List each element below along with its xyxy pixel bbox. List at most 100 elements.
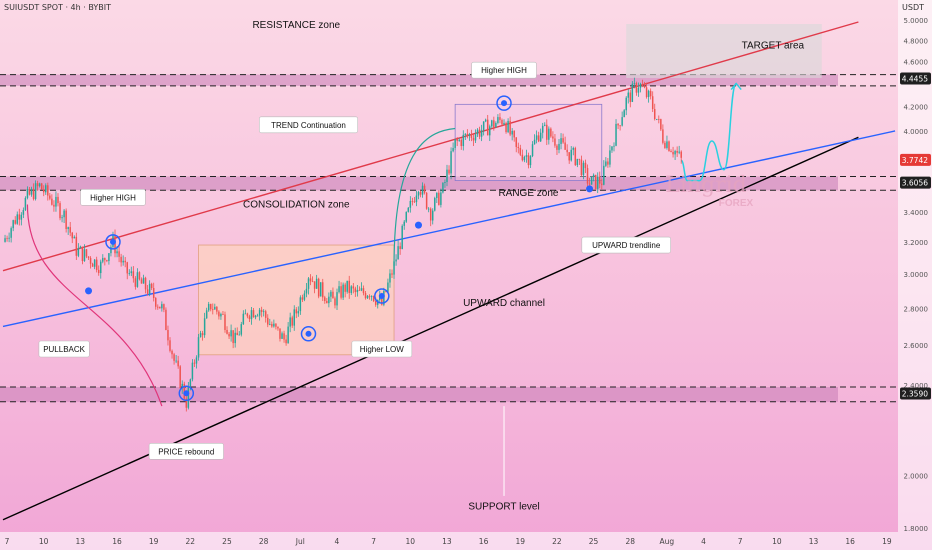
candle-body	[515, 137, 517, 147]
candle-body	[140, 279, 143, 284]
candle-body	[328, 296, 330, 304]
candle-body	[319, 282, 322, 297]
higher-low-jul8-ring	[374, 288, 390, 304]
candle-body	[250, 310, 253, 320]
x-tick-label: 7	[5, 537, 10, 546]
candle-body	[405, 211, 408, 222]
candle-body	[486, 119, 489, 136]
candle-body	[482, 121, 485, 131]
x-tick-label: 4	[701, 537, 706, 546]
x-tick-label: 13	[442, 537, 452, 546]
annotation-pullback: PULLBACK	[43, 345, 85, 354]
target-area	[626, 23, 822, 78]
candle-body	[201, 333, 204, 336]
candle-body	[533, 139, 536, 145]
candle-body	[177, 360, 179, 367]
candle-body	[163, 304, 165, 310]
candle-body	[385, 290, 387, 292]
candle-body	[207, 303, 210, 311]
pullback-arrow	[26, 204, 163, 407]
candle-body	[47, 185, 49, 196]
candle-body	[578, 158, 581, 160]
candle-body	[262, 311, 265, 313]
candle-body	[203, 318, 206, 336]
candle-body	[311, 281, 314, 283]
candle-body	[130, 271, 133, 274]
candle-body	[662, 129, 664, 143]
candle-body	[440, 192, 442, 205]
candle-body	[42, 189, 45, 193]
x-tick-label: 13	[809, 537, 819, 546]
x-tick-label: 28	[259, 537, 269, 546]
candle-body	[596, 176, 599, 189]
annotation-box	[80, 189, 146, 206]
candle-body	[364, 293, 367, 299]
watermark-sub: FOREX	[719, 198, 754, 209]
candle-body	[387, 282, 389, 292]
candle-body	[185, 398, 188, 408]
touch-jul25	[586, 185, 594, 193]
candle-body	[653, 109, 656, 120]
candle-body	[342, 284, 344, 298]
candle-body	[167, 330, 169, 341]
candle-body	[647, 90, 650, 98]
candle-body	[429, 208, 432, 221]
candle-body	[472, 137, 475, 141]
price-marker-bg	[900, 72, 931, 85]
annotation-resistance-zone: RESISTANCE zone	[252, 20, 340, 31]
candle-body	[645, 87, 648, 98]
candle-body	[12, 220, 14, 229]
candle-body	[67, 227, 69, 230]
candle-body	[332, 291, 334, 299]
candle-body	[57, 196, 59, 204]
candle-body	[317, 278, 320, 297]
candle-body	[635, 83, 638, 93]
candle-body	[218, 311, 220, 317]
candle-body	[214, 306, 216, 310]
candle-body	[421, 185, 424, 195]
candle-body	[340, 286, 342, 298]
candle-body	[297, 311, 300, 314]
candle-body	[93, 259, 96, 267]
candle-body	[535, 135, 538, 140]
candle-body	[322, 282, 324, 298]
candle-body	[352, 286, 355, 289]
higher-high-jul18-ring	[496, 95, 512, 111]
candle-body	[372, 295, 375, 302]
annotation-higher-high-2: Higher HIGH	[481, 66, 527, 75]
candle-body	[144, 277, 147, 290]
candle-body	[108, 253, 110, 262]
annotation-box	[38, 340, 90, 358]
candle-body	[476, 129, 479, 135]
candle-body	[116, 251, 118, 254]
x-tick-label: Jul	[295, 537, 305, 546]
y-tick-label: 2.0000	[904, 473, 929, 481]
annotation-higher-high-1: Higher HIGH	[90, 193, 136, 202]
low-jul2-dot	[305, 330, 312, 337]
candle-body	[576, 158, 579, 166]
candle-body	[299, 297, 302, 312]
candle-body	[399, 246, 401, 249]
candle-body	[273, 323, 275, 327]
candle-body	[562, 138, 564, 143]
time-axis-panel	[0, 532, 932, 550]
candle-body	[541, 125, 544, 133]
annotation-trend-continuation: TREND Continuation	[271, 121, 346, 130]
candle-body	[397, 246, 399, 260]
candle-body	[256, 315, 259, 317]
candle-body	[20, 214, 23, 220]
candle-body	[75, 236, 78, 256]
candle-body	[199, 333, 202, 338]
candle-body	[236, 332, 238, 336]
candle-body	[238, 334, 241, 336]
candle-body	[637, 87, 640, 93]
price-marker-label: 4.4455	[902, 74, 928, 83]
x-tick-label: 16	[845, 537, 855, 546]
candle-body	[621, 117, 623, 126]
candle-body	[381, 296, 383, 305]
candle-body	[417, 192, 420, 196]
candle-body	[633, 83, 636, 84]
candle-body	[134, 278, 137, 287]
candle-body	[277, 326, 279, 329]
